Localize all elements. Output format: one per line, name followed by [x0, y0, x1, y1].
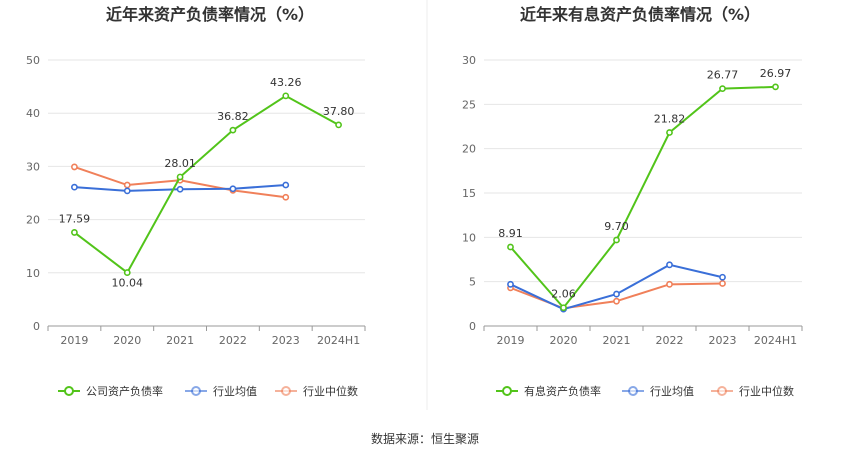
legend-item: 行业均值 — [185, 385, 257, 398]
legend-label: 行业中位数 — [303, 384, 358, 398]
interest-bearing-debt-ratio-chart: 近年来有息资产负债率情况（%） 0 5 10 15 20 25 30 2019 2020 2021 2… — [462, 5, 803, 398]
data-label: 10.04 — [112, 277, 144, 290]
y-tick-label: 10 — [462, 231, 476, 244]
x-tick-label: 2021 — [166, 334, 194, 347]
x-tick-label: 2019 — [60, 334, 88, 347]
data-label: 28.01 — [164, 157, 196, 170]
data-label: 26.77 — [707, 69, 739, 82]
debt-ratio-chart: 近年来资产负债率情况（%） 0 10 20 30 40 50 2019 2020 2021 2022… — [26, 5, 366, 398]
data-label: 21.82 — [654, 113, 686, 126]
data-label: 17.59 — [59, 212, 91, 225]
y-tick-label: 15 — [462, 187, 476, 200]
series-line — [73, 94, 340, 275]
y-tick-label: 25 — [462, 98, 476, 111]
data-point — [176, 173, 184, 181]
data-label: 9.70 — [604, 220, 629, 233]
legend-item: 有息资产负债率 — [496, 384, 601, 398]
data-point — [772, 83, 779, 91]
legend-swatch-marker — [717, 386, 727, 396]
data-point — [123, 181, 131, 189]
y-tick-label: 20 — [462, 143, 476, 156]
data-point — [613, 297, 620, 305]
data-point — [71, 229, 78, 236]
x-tick-label: 2023 — [709, 334, 737, 347]
chart-title: 近年来有息资产负债率情况（%） — [520, 5, 760, 24]
x-tick-label: 2024H1 — [317, 334, 360, 347]
y-tick-label: 0 — [33, 320, 40, 333]
data-point — [507, 280, 514, 288]
y-tick-label: 30 — [26, 160, 40, 173]
data-point — [176, 185, 184, 193]
data-point — [719, 280, 726, 287]
y-tick-label: 40 — [26, 107, 40, 120]
legend-item: 公司资产负债率 — [58, 384, 163, 398]
data-point — [613, 290, 620, 298]
data-point — [719, 85, 726, 93]
data-label: 8.91 — [498, 227, 523, 240]
legend-item: 行业均值 — [622, 385, 694, 398]
y-tick-label: 0 — [469, 320, 476, 333]
data-point — [71, 183, 78, 191]
data-label: 36.82 — [217, 110, 249, 123]
legend-label: 有息资产负债率 — [524, 384, 601, 398]
y-tick-label: 20 — [26, 214, 40, 227]
data-point — [666, 129, 673, 136]
legend-item: 行业中位数 — [711, 384, 794, 398]
data-point — [282, 92, 290, 100]
x-tick-label: 2022 — [656, 334, 684, 347]
data-point — [613, 236, 620, 244]
data-point — [123, 269, 131, 276]
data-point — [335, 121, 342, 129]
x-tick-label: 2022 — [219, 334, 247, 347]
data-point — [507, 243, 514, 251]
data-point — [666, 280, 673, 288]
legend-label: 行业中位数 — [739, 384, 794, 398]
data-label: 43.26 — [270, 76, 302, 89]
data-point — [560, 304, 567, 312]
y-tick-label: 50 — [26, 54, 40, 67]
data-point — [71, 163, 78, 171]
data-point — [666, 261, 673, 269]
x-tick-label: 2020 — [113, 334, 141, 347]
data-point — [123, 187, 131, 195]
data-point — [282, 193, 290, 201]
series-line — [509, 85, 776, 310]
data-label: 37.80 — [323, 105, 355, 118]
legend-label: 公司资产负债率 — [86, 384, 163, 398]
x-tick-label: 2021 — [603, 334, 631, 347]
data-point — [282, 181, 290, 189]
legend-swatch-marker — [281, 386, 291, 396]
x-tick-label: 2023 — [272, 334, 300, 347]
legend-item: 行业中位数 — [275, 384, 358, 398]
data-point — [229, 126, 237, 134]
data-label: 2.06 — [551, 288, 576, 301]
data-label: 26.97 — [760, 67, 792, 80]
x-tick-label: 2024H1 — [754, 334, 797, 347]
legend-swatch-marker — [64, 386, 74, 396]
y-tick-label: 5 — [469, 276, 476, 289]
x-tick-label: 2020 — [550, 334, 578, 347]
y-tick-label: 10 — [26, 267, 40, 280]
x-tick-label: 2019 — [497, 334, 525, 347]
data-point — [719, 273, 726, 281]
y-tick-label: 30 — [462, 54, 476, 67]
chart-title: 近年来资产负债率情况（%） — [106, 5, 314, 24]
legend-label: 行业均值 — [213, 385, 257, 398]
data-point — [229, 185, 237, 193]
legend-label: 行业均值 — [650, 385, 694, 398]
legend-swatch-marker — [628, 386, 638, 396]
legend-swatch-marker — [191, 386, 201, 396]
data-source-note: 数据来源：恒生聚源 — [371, 431, 479, 446]
legend-swatch-marker — [502, 386, 512, 396]
